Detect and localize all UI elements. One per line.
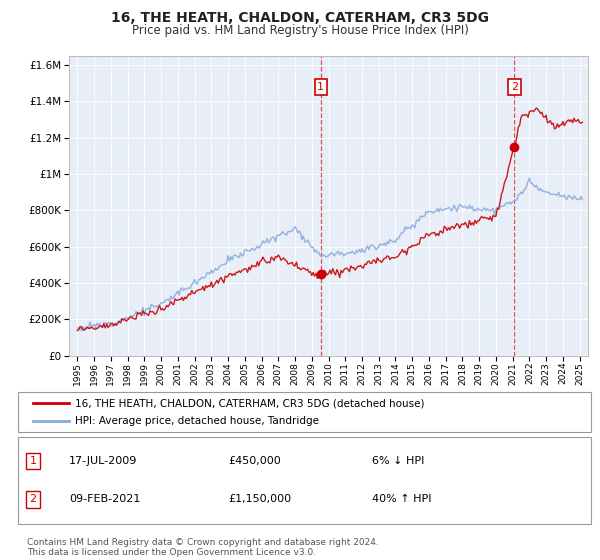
Text: 17-JUL-2009: 17-JUL-2009 — [69, 456, 137, 466]
Text: £450,000: £450,000 — [228, 456, 281, 466]
Text: 2: 2 — [511, 82, 518, 92]
Text: 1: 1 — [317, 82, 324, 92]
Text: Contains HM Land Registry data © Crown copyright and database right 2024.
This d: Contains HM Land Registry data © Crown c… — [27, 538, 379, 557]
Text: HPI: Average price, detached house, Tandridge: HPI: Average price, detached house, Tand… — [75, 416, 319, 426]
Text: 16, THE HEATH, CHALDON, CATERHAM, CR3 5DG: 16, THE HEATH, CHALDON, CATERHAM, CR3 5D… — [111, 11, 489, 25]
Text: 2: 2 — [29, 494, 37, 505]
Text: 1: 1 — [29, 456, 37, 466]
Text: £1,150,000: £1,150,000 — [228, 494, 291, 505]
Text: 40% ↑ HPI: 40% ↑ HPI — [372, 494, 431, 505]
Text: Price paid vs. HM Land Registry's House Price Index (HPI): Price paid vs. HM Land Registry's House … — [131, 24, 469, 37]
Text: 6% ↓ HPI: 6% ↓ HPI — [372, 456, 424, 466]
Text: 09-FEB-2021: 09-FEB-2021 — [69, 494, 140, 505]
Text: 16, THE HEATH, CHALDON, CATERHAM, CR3 5DG (detached house): 16, THE HEATH, CHALDON, CATERHAM, CR3 5D… — [75, 398, 425, 408]
